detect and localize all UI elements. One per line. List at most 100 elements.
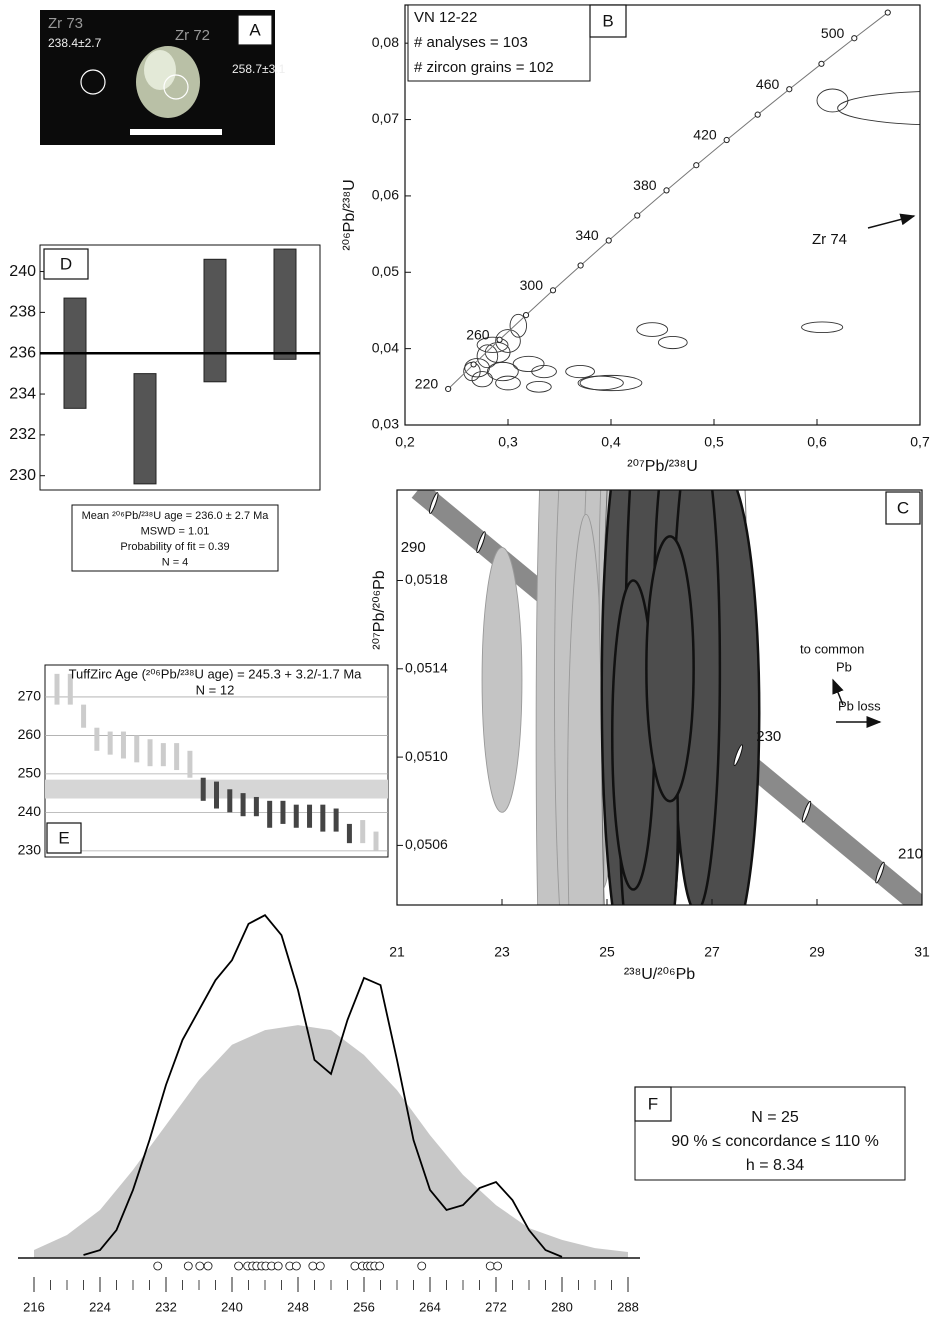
y-tick-label: 0,0510 (405, 748, 448, 764)
x-axis-label: ²³⁸U/²⁰⁶Pb (624, 966, 695, 983)
y-tick-label: 0,06 (372, 187, 399, 203)
stats-box (634, 1086, 906, 1181)
annotation: Zr 74 (812, 231, 847, 248)
plot-area (411, 490, 922, 905)
age-label: 420 (693, 127, 717, 143)
x-tick-label: 0,5 (704, 434, 724, 450)
y-tick-label: 0,08 (372, 34, 399, 50)
error-ellipse (512, 355, 545, 372)
error-ellipse (471, 371, 494, 388)
y-tick-label: 0,07 (372, 110, 399, 126)
info-line: VN 12-22 (414, 9, 477, 26)
annotation: to common (800, 641, 864, 656)
concordia-point (663, 187, 670, 194)
density-area (34, 1025, 628, 1258)
age-bar (94, 727, 100, 751)
panel-letter: C (897, 498, 909, 517)
error-ellipse (476, 344, 499, 369)
y-tick-label: 0,03 (372, 416, 399, 432)
x-tick-label: 21 (389, 944, 405, 960)
concordia-point (577, 262, 584, 269)
density-line (83, 914, 563, 1258)
y-tick-label: 250 (18, 765, 42, 781)
age-point (273, 1261, 283, 1271)
age-bar (81, 704, 87, 728)
x-tick-label: 0,3 (498, 434, 518, 450)
panel-letter-box (589, 4, 627, 38)
y-tick-label: 230 (9, 467, 36, 484)
age-bar (54, 673, 60, 705)
panel-letter-box (634, 1086, 672, 1122)
error-ellipse (657, 335, 688, 350)
age-bar (214, 781, 219, 809)
y-tick-label: 240 (18, 803, 42, 819)
panel-letter-box (43, 248, 89, 280)
age-bar (320, 804, 326, 832)
age-label: 210 (898, 846, 923, 863)
age-point (234, 1261, 244, 1271)
stats-line: N = 25 (751, 1109, 799, 1126)
x-tick-label: 23 (494, 944, 510, 960)
panel-letter: E (58, 828, 69, 847)
age-bar (147, 739, 153, 767)
error-ellipse (495, 329, 521, 353)
concordia-point (723, 136, 730, 144)
panel-letter: F (648, 1094, 658, 1113)
info-box (407, 4, 591, 82)
info-line: # zircon grains = 102 (414, 59, 554, 76)
x-tick-label: 29 (809, 944, 825, 960)
x-tick-label: 31 (914, 944, 930, 960)
photo-label: 258.7±3.1 (232, 62, 286, 76)
x-axis-label: ²⁰⁷Pb/²³⁸U (627, 458, 698, 475)
age-label: 300 (520, 277, 544, 293)
y-tick-label: 230 (18, 842, 42, 858)
error-ellipse (801, 321, 844, 334)
age-label: 230 (756, 728, 781, 745)
stats-line: 90 % ≤ concordance ≤ 110 % (671, 1133, 879, 1150)
age-bar (307, 804, 313, 828)
error-ellipse (486, 361, 519, 382)
error-ellipse (476, 336, 509, 353)
panel-letter: D (60, 254, 72, 273)
stats-line: Probability of fit = 0.39 (120, 541, 229, 553)
age-bar (160, 743, 166, 767)
error-ellipse (636, 322, 669, 337)
x-tick-label: 272 (485, 1299, 507, 1314)
concordia-point (496, 336, 503, 343)
age-point (183, 1261, 193, 1271)
concordia-point (851, 35, 858, 42)
age-point (485, 1261, 495, 1271)
concordia-point (634, 212, 641, 219)
annotation: Pb loss (838, 698, 881, 713)
age-bar (373, 831, 379, 851)
photo-label: 238.4±2.7 (48, 36, 102, 50)
concordia-point (605, 237, 612, 244)
panel-title: TuffZirc Age (²⁰⁶Pb/²³⁸U age) = 245.3 + … (69, 666, 363, 681)
age-bar (253, 796, 259, 817)
plot-frame (404, 4, 921, 426)
concordia-point (884, 9, 891, 16)
x-tick-label: 0,6 (807, 434, 827, 450)
age-point (153, 1261, 163, 1271)
concordia-point (549, 287, 557, 294)
age-point (203, 1261, 213, 1271)
spot (80, 69, 106, 95)
panel-letter: B (602, 11, 613, 30)
error-ellipse (531, 364, 557, 379)
concordia-point (754, 111, 761, 118)
error-ellipse (816, 88, 849, 113)
panel-subtitle: N = 12 (196, 682, 235, 697)
stats-box (71, 504, 279, 572)
error-ellipse (579, 374, 643, 392)
age-label: 500 (821, 25, 845, 41)
error-box (203, 258, 227, 383)
age-point (375, 1261, 385, 1271)
concordia-point (786, 86, 793, 93)
age-point (291, 1261, 301, 1271)
y-tick-label: 270 (18, 688, 42, 704)
x-tick-label: 256 (353, 1299, 375, 1314)
y-axis-label: ²⁰⁶Pb/²³⁸U (341, 179, 358, 250)
age-bar (200, 777, 206, 801)
stats-line: MSWD = 1.01 (141, 525, 210, 537)
